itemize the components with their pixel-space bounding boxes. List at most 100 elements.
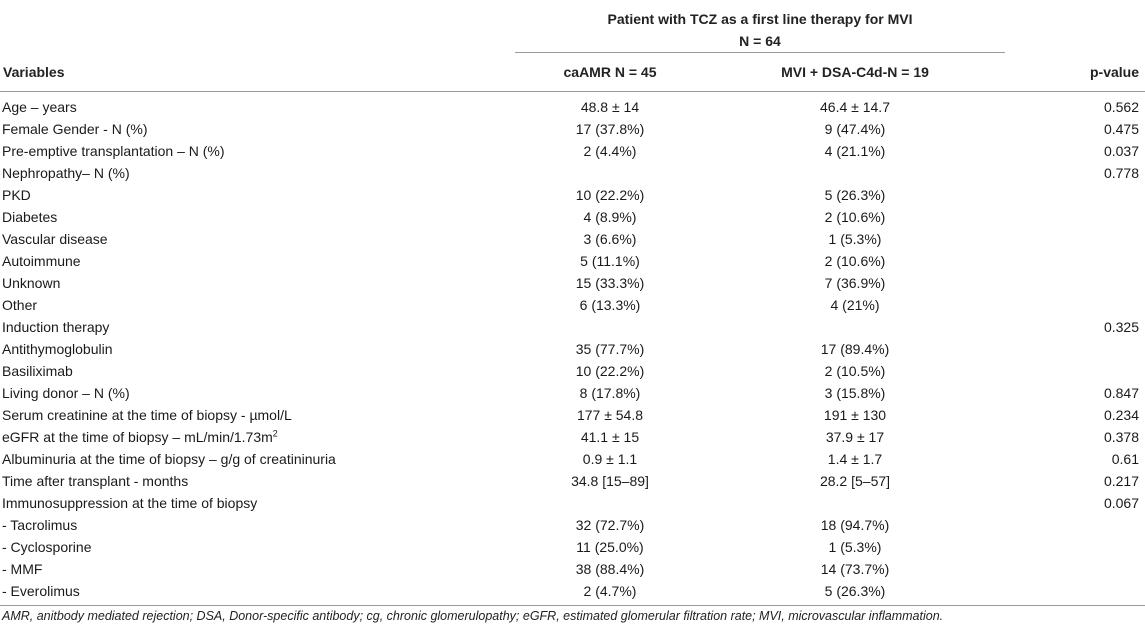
table-row: Autoimmune 5 (11.1%) 2 (10.6%) xyxy=(0,250,1145,272)
row-pvalue xyxy=(1005,250,1145,272)
row-mvi-value xyxy=(705,492,1005,514)
row-pvalue: 0.067 xyxy=(1103,495,1139,511)
row-label: PKD xyxy=(2,187,31,203)
row-pvalue: 0.475 xyxy=(1103,121,1139,137)
row-pvalue xyxy=(1005,536,1145,558)
row-label: - Cyclosporine xyxy=(2,539,92,555)
row-mvi-value: 2 (10.6%) xyxy=(824,253,886,269)
column-header-row: Variables caAMR N = 45 MVI + DSA-C4d-N =… xyxy=(0,52,1145,92)
table-row: - Everolimus 2 (4.7%) 5 (26.3%) xyxy=(0,580,1145,606)
row-mvi-value: 5 (26.3%) xyxy=(824,187,886,203)
row-label: Living donor – N (%) xyxy=(2,385,130,401)
row-label: Pre-emptive transplantation – N (%) xyxy=(2,143,225,159)
row-mvi-value: 1 (5.3%) xyxy=(828,539,882,555)
table-row: Pre-emptive transplantation – N (%) 2 (4.… xyxy=(0,140,1145,162)
patient-characteristics-table: Patient with TCZ as a first line therapy… xyxy=(0,0,1145,606)
group-header-row-n: N = 64 xyxy=(0,30,1145,53)
row-mvi-value: 1.4 ± 1.7 xyxy=(827,451,883,467)
row-caamr-value: 10 (22.2%) xyxy=(575,187,645,203)
row-label: eGFR at the time of biopsy – mL/min/1.73… xyxy=(2,428,278,445)
table-row: Antithymoglobulin 35 (77.7%) 17 (89.4%) xyxy=(0,338,1145,360)
row-mvi-value: 9 (47.4%) xyxy=(824,121,886,137)
row-mvi-value: 18 (94.7%) xyxy=(820,517,890,533)
group-header-title: Patient with TCZ as a first line therapy… xyxy=(607,11,913,27)
table-row: Induction therapy 0.325 xyxy=(0,316,1145,338)
row-mvi-value: 7 (36.9%) xyxy=(824,275,886,291)
row-pvalue xyxy=(1005,294,1145,316)
row-mvi-value: 28.2 [5–57] xyxy=(819,473,891,489)
group-header-count: N = 64 xyxy=(515,30,1005,53)
row-caamr-value xyxy=(515,316,705,338)
row-label: Induction therapy xyxy=(2,319,110,335)
row-mvi-value: 5 (26.3%) xyxy=(705,580,1005,606)
row-label: Immunosuppression at the time of biopsy xyxy=(2,495,258,511)
table-row: Diabetes 4 (8.9%) 2 (10.6%) xyxy=(0,206,1145,228)
row-caamr-value: 38 (88.4%) xyxy=(575,561,645,577)
row-mvi-value: 46.4 ± 14.7 xyxy=(820,99,890,115)
table-footnote: AMR, anitbody mediated rejection; DSA, D… xyxy=(2,609,944,623)
column-header-caamr: caAMR N = 45 xyxy=(515,52,705,92)
table-row: Immunosuppression at the time of biopsy 0… xyxy=(0,492,1145,514)
row-mvi-value: 14 (73.7%) xyxy=(820,561,890,577)
row-label: Basiliximab xyxy=(2,363,73,379)
row-pvalue xyxy=(1005,360,1145,382)
row-caamr-value: 4 (8.9%) xyxy=(583,209,637,225)
table-row: Basiliximab 10 (22.2%) 2 (10.5%) xyxy=(0,360,1145,382)
row-pvalue xyxy=(1005,558,1145,580)
row-mvi-value xyxy=(705,316,1005,338)
table-row: Unknown 15 (33.3%) 7 (36.9%) xyxy=(0,272,1145,294)
table-row: Age – years 48.8 ± 14 46.4 ± 14.7 0.562 xyxy=(0,92,1145,119)
row-label: - Everolimus xyxy=(0,580,515,606)
row-caamr-value xyxy=(515,162,705,184)
row-pvalue: 0.847 xyxy=(1103,385,1139,401)
row-caamr-value: 3 (6.6%) xyxy=(583,231,637,247)
column-header-mvi: MVI + DSA-C4d-N = 19 xyxy=(705,52,1005,92)
table-row: Other 6 (13.3%) 4 (21%) xyxy=(0,294,1145,316)
row-mvi-value: 2 (10.5%) xyxy=(824,363,886,379)
group-header-row: Patient with TCZ as a first line therapy… xyxy=(0,0,1145,30)
row-pvalue: 0.778 xyxy=(1103,165,1139,181)
row-label: Albuminuria at the time of biopsy – g/g … xyxy=(2,451,336,467)
row-label-superscript: 2 xyxy=(272,428,278,439)
row-label: Unknown xyxy=(2,275,61,291)
column-header-pvalue: p-value xyxy=(1005,52,1145,92)
row-caamr-value: 35 (77.7%) xyxy=(575,341,645,357)
row-pvalue xyxy=(1005,338,1145,360)
row-mvi-value: 191 ± 130 xyxy=(823,407,887,423)
row-caamr-value: 6 (13.3%) xyxy=(579,297,641,313)
row-pvalue: 0.325 xyxy=(1103,319,1139,335)
row-label: - Tacrolimus xyxy=(2,517,78,533)
table-row: Vascular disease 3 (6.6%) 1 (5.3%) xyxy=(0,228,1145,250)
table-row: - Tacrolimus 32 (72.7%) 18 (94.7%) xyxy=(0,514,1145,536)
row-pvalue: 0.217 xyxy=(1103,473,1139,489)
row-caamr-value: 2 (4.7%) xyxy=(515,580,705,606)
row-caamr-value: 17 (37.8%) xyxy=(575,121,645,137)
row-label: Other xyxy=(2,297,38,313)
row-caamr-value: 2 (4.4%) xyxy=(583,143,637,159)
table-row: Female Gender - N (%) 17 (37.8%) 9 (47.4%)… xyxy=(0,118,1145,140)
row-mvi-value: 2 (10.6%) xyxy=(824,209,886,225)
row-pvalue: 0.61 xyxy=(1111,451,1139,467)
table-row: Living donor – N (%) 8 (17.8%) 3 (15.8%) 0.… xyxy=(0,382,1145,404)
row-pvalue: 0.037 xyxy=(1103,143,1139,159)
row-caamr-value: 32 (72.7%) xyxy=(575,517,645,533)
row-caamr-value: 0.9 ± 1.1 xyxy=(582,451,638,467)
row-label: Antithymoglobulin xyxy=(2,341,113,357)
table-row: eGFR at the time of biopsy – mL/min/1.73… xyxy=(0,426,1145,448)
row-mvi-value: 4 (21.1%) xyxy=(824,143,886,159)
row-caamr-value: 10 (22.2%) xyxy=(575,363,645,379)
row-pvalue xyxy=(1005,184,1145,206)
row-pvalue xyxy=(1005,272,1145,294)
row-label: Time after transplant - months xyxy=(2,473,189,489)
row-caamr-value: 8 (17.8%) xyxy=(579,385,641,401)
row-caamr-value xyxy=(515,492,705,514)
row-pvalue xyxy=(1005,580,1145,606)
column-header-variables: Variables xyxy=(0,52,515,92)
row-label: Nephropathy– N (%) xyxy=(2,165,130,181)
row-caamr-value: 34.8 [15–89] xyxy=(571,473,649,489)
table-row: Nephropathy– N (%) 0.778 xyxy=(0,162,1145,184)
row-label: Serum creatinine at the time of biopsy -… xyxy=(2,407,292,423)
row-caamr-value: 41.1 ± 15 xyxy=(580,429,640,445)
row-label: - MMF xyxy=(2,561,43,577)
